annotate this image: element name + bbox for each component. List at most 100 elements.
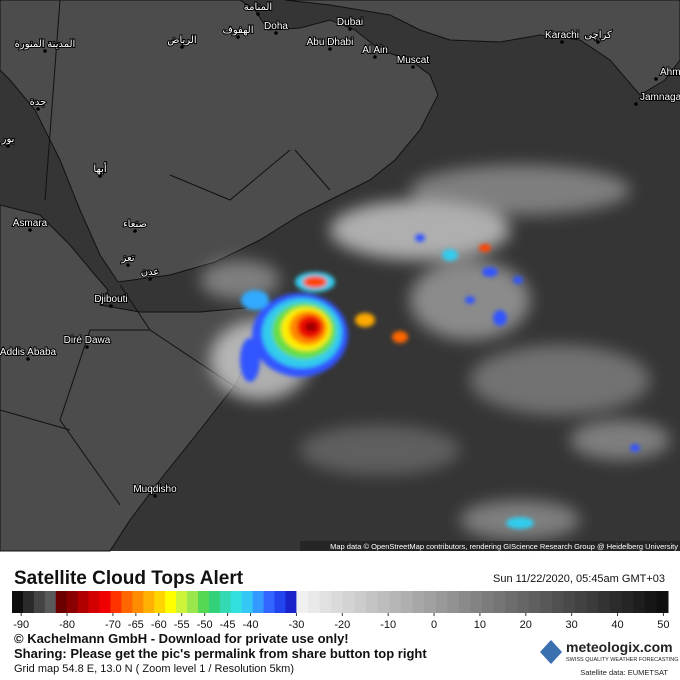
colorbar-segment [400, 591, 414, 613]
colorbar-segment [377, 591, 390, 613]
colorbar-segment [252, 591, 265, 613]
colorbar-segment [412, 591, 425, 613]
city-dot [634, 102, 638, 106]
tick-label: -60 [151, 619, 167, 631]
colorbar-segment [208, 591, 221, 613]
colorbar-segment [609, 591, 623, 613]
city-dot [596, 40, 600, 44]
tick-label: 0 [431, 619, 437, 631]
tick-label: 40 [611, 619, 623, 631]
colorbar-segment [296, 591, 309, 613]
city-label: أبها [93, 162, 106, 175]
colorbar-segment [176, 591, 188, 613]
colorbar-segment [263, 591, 276, 613]
city-dot [133, 229, 137, 233]
source: Satellite data: EUMETSAT [580, 668, 668, 677]
colorbar-segment [308, 591, 321, 613]
city-label: تعز [120, 253, 134, 264]
colorbar: -90 -80 -70 -65 -60 -55 -50 -45 -40 -30 -20 -10 0 10 2… [12, 591, 670, 631]
city-label: بور [1, 134, 15, 145]
tick-label: -45 [220, 619, 236, 631]
tick-label: -40 [243, 619, 259, 631]
cyclone [240, 272, 408, 382]
colorbar-segment [575, 591, 588, 613]
colorbar-segment [319, 591, 332, 613]
colorbar-segment [241, 591, 254, 613]
city-label: عدن [141, 267, 160, 278]
colorbar-segment [424, 591, 437, 613]
city-dot [153, 494, 157, 498]
copyright: © Kachelmann GmbH - Download for private… [14, 631, 349, 646]
colorbar-segment [493, 591, 506, 613]
colorbar-segment [219, 591, 232, 613]
city-label: المدينة المنورة [15, 39, 76, 50]
tick-label: -80 [59, 619, 75, 631]
colorbar-segment [143, 591, 155, 613]
city-label: Muqdisho [133, 484, 177, 495]
colorbar-segment [633, 591, 646, 613]
colorbar-segment [621, 591, 634, 613]
tick-label: 20 [520, 619, 532, 631]
colorbar-segment [285, 591, 297, 613]
colorbar-segment [505, 591, 518, 613]
colorbar-segment [598, 591, 611, 613]
tick-label: 10 [474, 619, 486, 631]
colorbar-segment [165, 591, 177, 613]
satellite-map: المنامة Doha Dubai الهفوف الرياض المدينة المن… [0, 0, 680, 552]
title: Satellite Cloud Tops Alert [14, 568, 244, 589]
city-label: جدة [30, 97, 47, 108]
colorbar-segment [331, 591, 344, 613]
colorbar-segment [586, 591, 599, 613]
tick-label: 50 [657, 619, 669, 631]
city-dot [6, 144, 10, 148]
colorbar-segment [470, 591, 483, 613]
city-label: Doha [264, 21, 288, 32]
attribution-bg [300, 541, 680, 551]
tick-label: -50 [197, 619, 213, 631]
colorbar-segment [88, 591, 101, 613]
colorbar-segment [644, 591, 657, 613]
colorbar-segment [540, 591, 553, 613]
colorbar-segment [55, 591, 68, 613]
timestamp: Sun 11/22/2020, 05:45am GMT+03 [493, 573, 665, 585]
colorbar-segment [197, 591, 210, 613]
colorbar-segment [366, 591, 379, 613]
city-dot [43, 49, 47, 53]
grid-info: Grid map 54.8 E, 13.0 N ( Zoom level 1 /… [14, 663, 294, 675]
clouds [200, 165, 670, 540]
colorbar-segment [528, 591, 541, 613]
city-label: Diré Dawa [64, 335, 111, 346]
tick-label: -70 [105, 619, 121, 631]
tick-label: -65 [128, 619, 144, 631]
borders [0, 0, 331, 506]
colorbar-segment [44, 591, 57, 613]
colorbar-segment [517, 591, 530, 613]
tick-label: -55 [174, 619, 190, 631]
city-dot [256, 12, 260, 16]
colorbar-segment [458, 591, 472, 613]
sharing-note: Sharing: Please get the pic's permalink … [14, 646, 427, 661]
logo-icon [540, 640, 562, 664]
tick-label: -10 [380, 619, 396, 631]
city-dot [26, 357, 30, 361]
legend-panel: Satellite Cloud Tops Alert Sun 11/22/202… [12, 568, 679, 677]
city-dot [98, 174, 102, 178]
land-north [284, 0, 680, 96]
colorbar-segment [354, 591, 367, 613]
colorbar-segment [154, 591, 166, 613]
colorbar-segment [33, 591, 46, 613]
city-dot [274, 31, 278, 35]
colorbar-segment [447, 591, 460, 613]
city-dot [126, 263, 130, 267]
city-dot [109, 304, 113, 308]
tick-label: -90 [13, 619, 29, 631]
city-labels: المنامة Doha Dubai الهفوف الرياض المدينة المن… [0, 1, 680, 498]
city-dot [373, 55, 377, 59]
city-label: Ahm [660, 67, 680, 78]
city-dot [654, 77, 658, 81]
colorbar-segment [551, 591, 564, 613]
city-dot [328, 47, 332, 51]
land-arabia [0, 0, 439, 283]
colorbar-segment [121, 591, 133, 613]
